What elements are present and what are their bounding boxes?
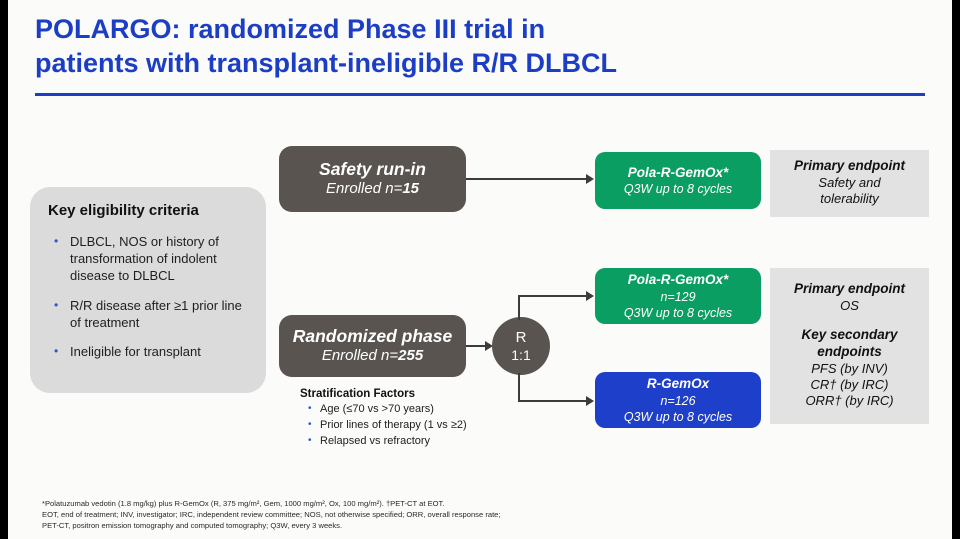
arrowhead-branch-up: [586, 291, 594, 301]
arm-name: Pola-R-GemOx*: [627, 271, 729, 287]
endpoint-body-primary: OS: [840, 297, 859, 313]
endpoint-secondary-item: ORR† (by IRC): [805, 393, 894, 409]
randomized-phase-title: Randomized phase: [292, 326, 453, 347]
stratification-list: Age (≤70 vs >70 years) Prior lines of th…: [300, 402, 560, 450]
safety-run-in-enrollment: Enrolled n=15: [326, 180, 419, 199]
footnote-line: PET-CT, positron emission tomography and…: [42, 521, 343, 530]
footnote-line: EOT, end of treatment; INV, investigator…: [42, 510, 501, 519]
arm-n: n=126: [660, 393, 696, 408]
arm-name: R-GemOx: [646, 375, 710, 391]
stratification-factors: Stratification Factors Age (≤70 vs >70 y…: [300, 388, 560, 450]
connector-branch-up-horizontal: [518, 295, 586, 297]
endpoint-body: Safety and tolerability: [818, 174, 881, 207]
left-letterbox-bar: [0, 0, 8, 539]
slide-title: POLARGO: randomized Phase III trial in p…: [35, 12, 915, 80]
enrolled-n: 255: [398, 347, 424, 365]
safety-run-in-title: Safety run-in: [319, 159, 426, 180]
randomization-circle: R 1:1: [492, 317, 550, 375]
enrolled-n: 15: [402, 180, 419, 198]
eligibility-list: DLBCL, NOS or history of transformation …: [48, 234, 256, 361]
footnote-line: *Polatuzumab vedotin (1.8 mg/kg) plus R-…: [42, 499, 445, 508]
randomization-ratio: 1:1: [511, 346, 531, 363]
endpoint-heading-primary: Primary endpoint: [793, 281, 906, 296]
arm-schedule: Q3W up to 8 cycles: [623, 305, 733, 320]
connector-safety-to-arm: [466, 178, 586, 180]
arm-n: n=129: [660, 289, 696, 304]
arm-box-r-gemox: R-GemOx n=126 Q3W up to 8 cycles: [595, 372, 761, 428]
arm-schedule: Q3W up to 8 cycles: [623, 182, 733, 197]
randomized-phase-box: Randomized phase Enrolled n=255: [279, 315, 466, 377]
stratification-heading: Stratification Factors: [300, 388, 416, 400]
arm-box-pola-r-gemox: Pola-R-GemOx* n=129 Q3W up to 8 cycles: [595, 268, 761, 324]
title-divider-rule: [35, 93, 925, 96]
enrolled-prefix: Enrolled n=: [321, 347, 399, 365]
stratification-item: Age (≤70 vs >70 years): [300, 402, 560, 418]
eligibility-item: R/R disease after ≥1 prior line of treat…: [48, 298, 256, 332]
safety-run-in-box: Safety run-in Enrolled n=15: [279, 146, 466, 212]
stratification-item: Prior lines of therapy (1 vs ≥2): [300, 418, 560, 434]
arrowhead-branch-down: [586, 396, 594, 406]
endpoint-secondary-item: PFS (by INV): [811, 360, 888, 376]
arm-box-pola-r-gemox-safety: Pola-R-GemOx* Q3W up to 8 cycles: [595, 152, 761, 209]
connector-branch-up-vertical: [518, 295, 520, 320]
endpoint-panel-safety: Primary endpoint Safety and tolerability: [770, 150, 929, 217]
arm-schedule: Q3W up to 8 cycles: [623, 409, 733, 424]
endpoint-secondary-item: CR† (by IRC): [810, 377, 889, 393]
endpoint-heading-secondary: Key secondary endpoints: [801, 327, 898, 359]
stratification-item: Relapsed vs refractory: [300, 434, 560, 450]
slide-title-line1: POLARGO: randomized Phase III trial in: [35, 14, 546, 44]
randomized-phase-enrollment: Enrolled n=255: [322, 347, 423, 366]
arm-name: Pola-R-GemOx*: [627, 164, 729, 180]
right-letterbox-bar: [952, 0, 960, 539]
connector-branch-down-vertical: [518, 373, 520, 402]
spacer: [770, 314, 929, 327]
enrolled-prefix: Enrolled n=: [326, 180, 403, 198]
eligibility-heading: Key eligibility criteria: [48, 202, 199, 219]
eligibility-item: Ineligible for transplant: [48, 344, 256, 361]
footnotes: *Polatuzumab vedotin (1.8 mg/kg) plus R-…: [42, 498, 922, 531]
eligibility-item: DLBCL, NOS or history of transformation …: [48, 234, 256, 285]
randomization-letter: R: [515, 329, 527, 347]
connector-random-to-circle: [466, 345, 488, 347]
connector-branch-down-horizontal: [518, 400, 586, 402]
endpoint-heading: Primary endpoint: [793, 158, 906, 173]
endpoint-panel-randomized: Primary endpoint OS Key secondary endpoi…: [770, 268, 929, 424]
eligibility-criteria-panel: Key eligibility criteria DLBCL, NOS or h…: [30, 187, 266, 393]
slide-title-line2: patients with transplant-ineligible R/R …: [35, 48, 618, 78]
arrowhead-safety-to-arm: [586, 174, 594, 184]
arrowhead-random-to-circle: [485, 341, 493, 351]
